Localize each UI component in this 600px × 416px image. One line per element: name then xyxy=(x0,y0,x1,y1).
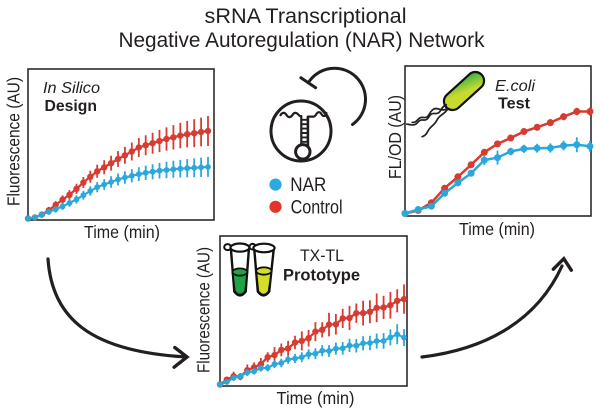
svg-text:Control: Control xyxy=(291,198,343,219)
svg-text:Negative Autoregulation (NAR): Negative Autoregulation (NAR) Network xyxy=(119,29,485,52)
svg-text:Time (min): Time (min) xyxy=(84,222,160,242)
svg-text:Prototype: Prototype xyxy=(283,266,360,285)
svg-text:FL/OD (AU): FL/OD (AU) xyxy=(385,95,405,179)
svg-text:NAR: NAR xyxy=(290,175,326,196)
svg-text:Fluorescence (AU): Fluorescence (AU) xyxy=(3,77,23,206)
svg-text:TX-TL: TX-TL xyxy=(300,246,344,265)
svg-text:Fluorescence (AU): Fluorescence (AU) xyxy=(193,247,213,373)
svg-text:Test: Test xyxy=(498,96,531,113)
svg-text:sRNA Transcriptional: sRNA Transcriptional xyxy=(205,5,407,28)
svg-text:Time (min): Time (min) xyxy=(459,219,535,239)
svg-text:In Silico: In Silico xyxy=(43,80,100,97)
svg-text:E.coli: E.coli xyxy=(495,78,535,95)
svg-text:Design: Design xyxy=(45,98,98,115)
svg-text:Time (min): Time (min) xyxy=(277,388,355,408)
